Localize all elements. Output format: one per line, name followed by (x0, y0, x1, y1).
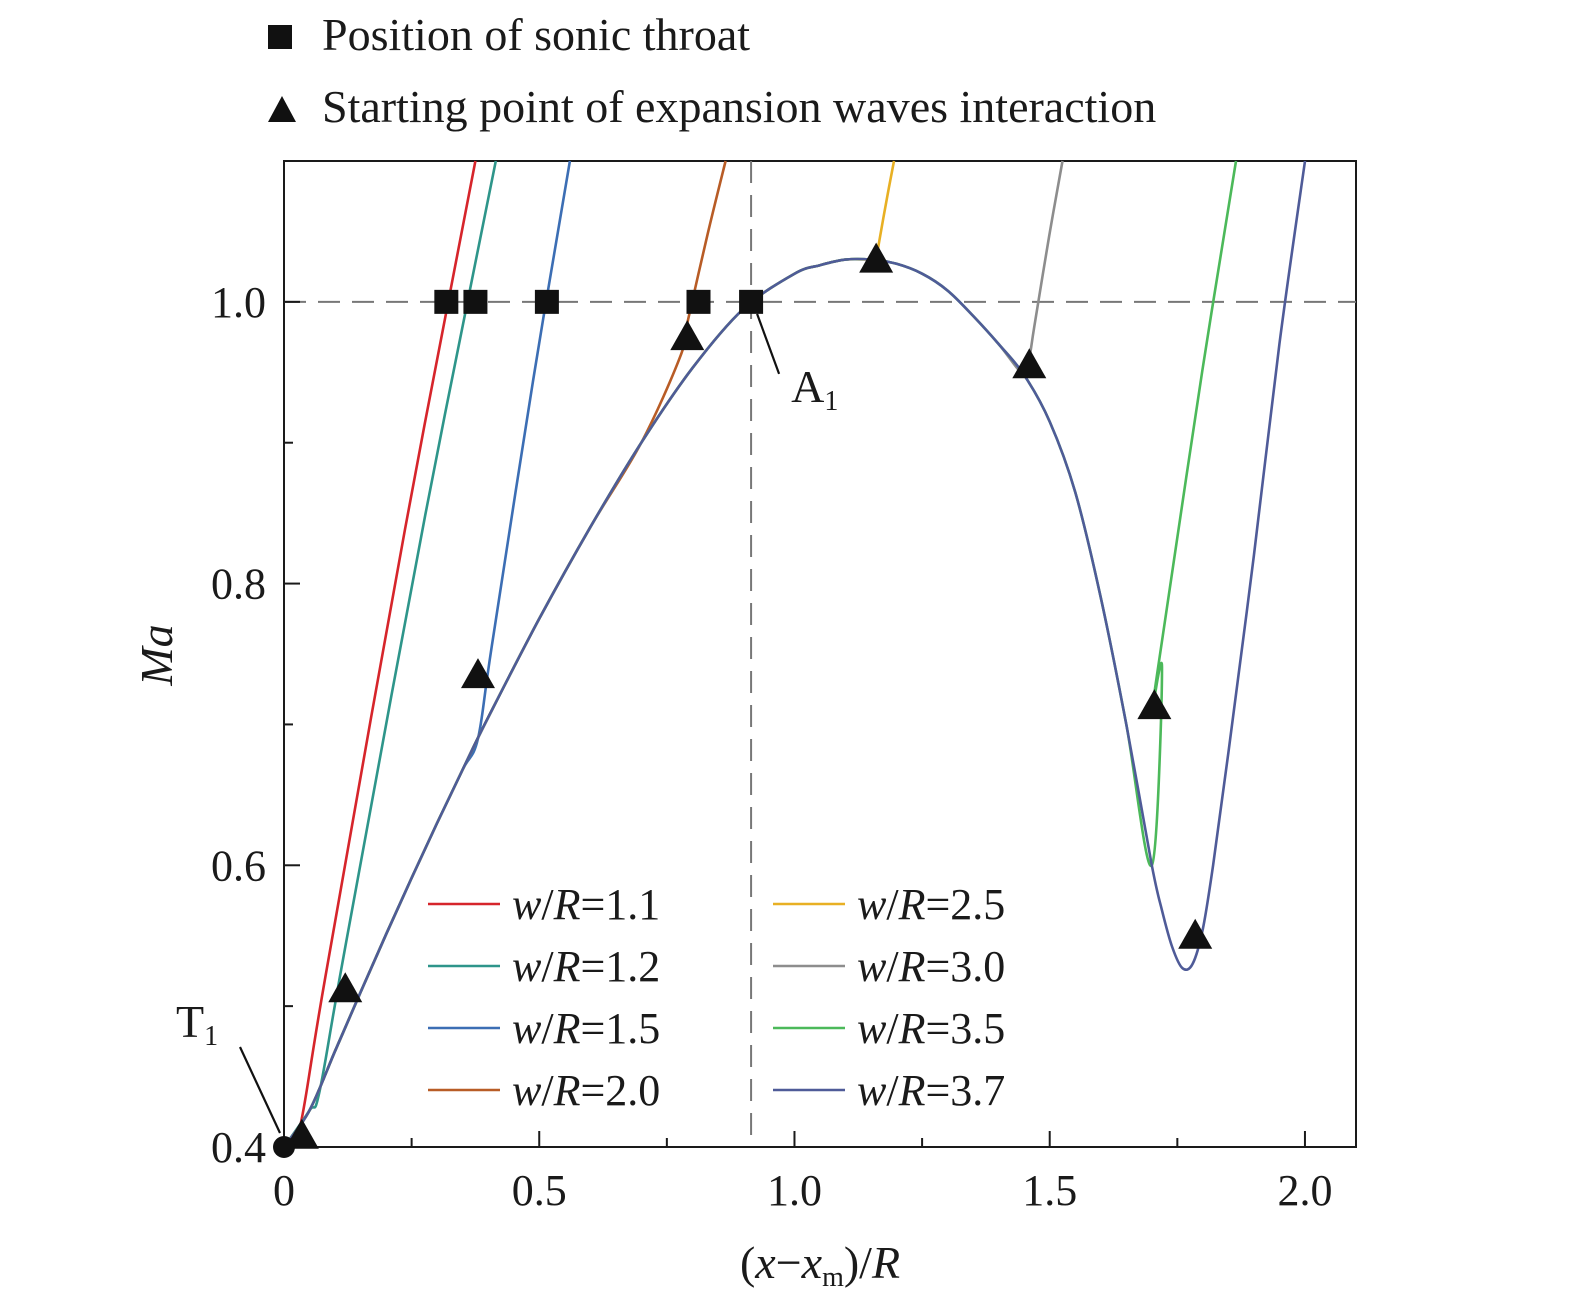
top-legend: Position of sonic throat Starting point … (268, 9, 1156, 132)
legend-label-2: w/R=1.5 (512, 1004, 660, 1053)
legend-label-eq: =2.5 (925, 880, 1005, 929)
plot-frame (283, 160, 1357, 1148)
y-tick-label: 0.4 (211, 1123, 266, 1172)
annotation-a1-sub: 1 (824, 386, 838, 417)
x-axis-label-minus: − (776, 1237, 802, 1288)
legend-label-div: R (898, 942, 926, 991)
legend-label-var: w (512, 942, 542, 991)
legend-label-3: w/R=2.0 (512, 1066, 660, 1115)
legend-label-div: R (553, 942, 581, 991)
expansion-start-triangle-marker (284, 1118, 319, 1149)
annotation-a1-main: A (791, 361, 824, 412)
x-axis-label: (x−xm)/R (740, 1237, 900, 1293)
square-marker-legend-icon (268, 25, 292, 49)
legend-label-var: w (512, 1066, 542, 1115)
legend-label-eq: =1.1 (580, 880, 660, 929)
legend-label-5: w/R=3.0 (857, 942, 1005, 991)
x-axis-label-sub: m (822, 1262, 844, 1293)
sonic-throat-square-marker (686, 289, 711, 314)
legend-label-sep: / (886, 880, 899, 929)
x-axis-label-post: )/ (844, 1237, 872, 1288)
legend-label-eq: =2.0 (580, 1066, 660, 1115)
legend-label-eq: =1.5 (580, 1004, 660, 1053)
reference-lines (284, 161, 1356, 1147)
x-tick-label: 0.5 (512, 1166, 567, 1215)
top-legend-label-triangle: Starting point of expansion waves intera… (322, 81, 1156, 132)
annotation-t1-main: T (176, 996, 204, 1047)
legend-label-sep: / (541, 880, 554, 929)
legend-label-div: R (898, 1004, 926, 1053)
annotation-leader-a1 (756, 313, 781, 375)
curve-w-R-1-5 (282, 160, 572, 1148)
curve-w-R-3-0 (282, 160, 1064, 1148)
top-legend-label-square: Position of sonic throat (322, 9, 750, 60)
legend-label-div: R (898, 1066, 926, 1115)
legend-label-var: w (512, 1004, 542, 1053)
y-tick-label: 0.8 (211, 560, 266, 609)
annotation-a1-label: A1 (791, 361, 838, 417)
axis-ticks: 0 0.5 1.0 1.5 2.0 0.4 0.6 0.8 1.0 (211, 278, 1332, 1215)
legend-label-sep: / (886, 942, 899, 991)
x-axis-label-sub-var: x (801, 1237, 823, 1288)
expansion-start-triangle-marker (1137, 689, 1172, 720)
legend-label-var: w (857, 942, 887, 991)
expansion-start-triangle-marker (1178, 918, 1213, 949)
legend-label-div: R (553, 1004, 581, 1053)
x-tick-label: 1.5 (1022, 1166, 1077, 1215)
triangle-marker-legend-icon (268, 96, 296, 122)
sonic-throat-square-marker (434, 289, 459, 314)
x-axis-label-pre: ( (740, 1237, 755, 1288)
legend-label-div: R (898, 880, 926, 929)
x-axis-label-div: R (871, 1237, 900, 1288)
x-tick-label: 1.0 (767, 1166, 822, 1215)
annotation-leader-t1 (239, 1046, 281, 1134)
x-tick-label: 0 (273, 1166, 295, 1215)
legend-label-sep: / (541, 1004, 554, 1053)
legend-label-sep: / (886, 1004, 899, 1053)
markers (273, 242, 1213, 1158)
legend-label-var: w (857, 880, 887, 929)
x-tick-label: 2.0 (1277, 1166, 1332, 1215)
curve-w-R-3-7 (282, 160, 1307, 1148)
legend-label-eq: =3.5 (925, 1004, 1005, 1053)
sonic-throat-square-marker (534, 289, 559, 314)
legend-label-1: w/R=1.2 (512, 942, 660, 991)
curve-w-R-1-2 (282, 160, 498, 1148)
y-axis-label: Ma (131, 624, 182, 686)
legend-label-7: w/R=3.7 (857, 1066, 1005, 1115)
legend-label-0: w/R=1.1 (512, 880, 660, 929)
legend-label-eq: =3.0 (925, 942, 1005, 991)
legend-label-sep: / (886, 1066, 899, 1115)
expansion-start-triangle-marker (670, 320, 705, 351)
legend-label-6: w/R=3.5 (857, 1004, 1005, 1053)
expansion-start-triangle-marker (1012, 348, 1047, 379)
y-tick-label: 1.0 (211, 278, 266, 327)
y-tick-label: 0.6 (211, 841, 266, 890)
legend-label-sep: / (541, 1066, 554, 1115)
legend-label-eq: =3.7 (925, 1066, 1005, 1115)
legend-label-var: w (857, 1004, 887, 1053)
curves (282, 160, 1307, 1150)
expansion-start-triangle-marker (460, 658, 495, 689)
annotation-t1-sub: 1 (204, 1021, 218, 1052)
annotation-t1-label: T1 (176, 996, 218, 1052)
series-legend: w/R=1.1w/R=1.2w/R=1.5w/R=2.0w/R=2.5w/R=3… (428, 880, 1005, 1115)
legend-label-4: w/R=2.5 (857, 880, 1005, 929)
sonic-throat-square-marker (739, 289, 764, 314)
expansion-start-triangle-marker (328, 972, 363, 1003)
legend-label-var: w (512, 880, 542, 929)
expansion-start-triangle-marker (859, 242, 894, 273)
start-point-dot (273, 1136, 295, 1158)
legend-label-div: R (553, 880, 581, 929)
legend-label-var: w (857, 1066, 887, 1115)
curve-w-R-2-5 (282, 160, 896, 1148)
x-axis-label-var: x (754, 1237, 776, 1288)
legend-label-div: R (553, 1066, 581, 1115)
legend-label-sep: / (541, 942, 554, 991)
legend-label-eq: =1.2 (580, 942, 660, 991)
sonic-throat-square-marker (463, 289, 488, 314)
